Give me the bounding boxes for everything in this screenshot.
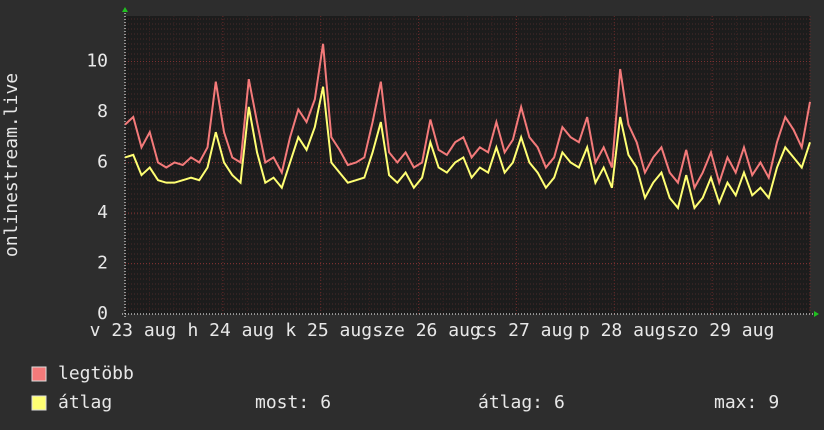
stat-label: átlag: — [478, 392, 543, 413]
axis-arrow — [814, 311, 819, 317]
legend-swatch — [31, 395, 47, 411]
stat-value: 6 — [554, 392, 565, 413]
y-tick-label: 2 — [97, 252, 108, 273]
y-tick-label: 8 — [97, 101, 108, 122]
stat-label: most: — [255, 392, 309, 413]
series-line — [124, 43, 811, 191]
legend-label: legtöbb — [58, 363, 134, 384]
stat-label: max: — [714, 392, 757, 413]
axis-arrow — [122, 7, 128, 12]
stat-value: 9 — [768, 392, 779, 413]
y-tick-label: 10 — [86, 50, 108, 71]
x-tick-label: cs 27 aug — [476, 320, 574, 341]
x-tick-label: h 24 aug — [188, 320, 275, 341]
x-tick-label: szo 29 aug — [666, 320, 774, 341]
x-tick-label: k 25 aug — [285, 320, 372, 341]
stat-value: 6 — [320, 392, 331, 413]
x-tick-label: v 23 aug — [90, 320, 177, 341]
y-axis-label: onlinestream.live — [1, 73, 22, 257]
y-tick-label: 4 — [97, 202, 108, 223]
legend-label: átlag — [58, 392, 112, 413]
x-tick-label: sze 26 aug — [372, 320, 480, 341]
x-tick-label: p 28 aug — [579, 320, 666, 341]
y-tick-label: 6 — [97, 151, 108, 172]
legend-swatch — [31, 366, 47, 382]
y-tick-label: 0 — [97, 303, 108, 324]
series-line — [124, 86, 811, 211]
